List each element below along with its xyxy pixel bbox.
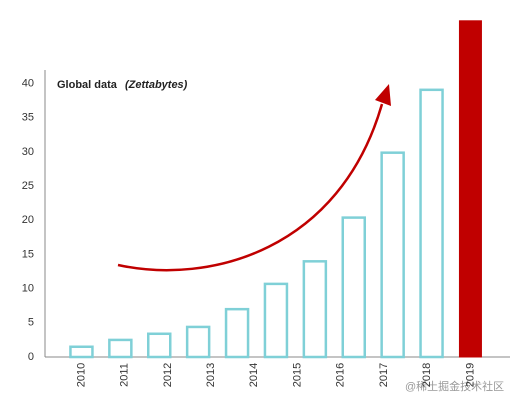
y-tick-label: 5 (28, 317, 34, 329)
watermark: @稀土掘金技术社区 (405, 379, 504, 393)
y-tick-label: 20 (22, 214, 34, 226)
x-tick-label: 2012 (162, 363, 174, 387)
x-tick-label: 2017 (378, 363, 390, 387)
bar (185, 325, 211, 359)
x-tick-label: 2014 (248, 363, 260, 387)
y-tick-label: 25 (22, 180, 34, 192)
y-tick-label: 15 (22, 248, 34, 260)
x-tick-label: 2013 (205, 363, 217, 387)
x-tick-label: 2011 (119, 363, 131, 387)
x-tick-label: 2010 (75, 363, 87, 387)
x-tick-label: 2016 (335, 363, 347, 387)
bar (380, 151, 405, 359)
bar (263, 282, 289, 359)
bar (419, 88, 444, 359)
bar (69, 345, 94, 359)
chart-title: Global data (57, 79, 118, 91)
x-tick-label: 2018 (421, 363, 433, 387)
x-tick-label: 2019 (464, 363, 476, 387)
bar (302, 260, 328, 359)
y-tick-label: 35 (22, 112, 34, 124)
bar (224, 307, 250, 359)
arrow-head (375, 84, 391, 106)
bar (341, 216, 366, 359)
x-tick-label: 2015 (291, 363, 303, 387)
y-tick-label: 40 (22, 78, 34, 90)
chart-subtitle: (Zettabytes) (125, 79, 188, 91)
y-tick-label: 10 (22, 283, 34, 295)
bar (147, 332, 172, 359)
bar (458, 20, 482, 358)
y-tick-label: 30 (22, 146, 34, 158)
trend-arrow (117, 103, 384, 272)
bar (108, 338, 133, 359)
y-tick-label: 0 (28, 351, 34, 363)
